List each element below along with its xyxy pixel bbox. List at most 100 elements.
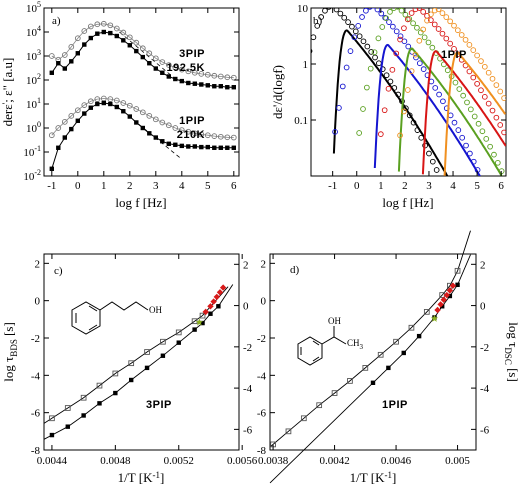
panel-c-frame	[43, 253, 240, 451]
panel-a-point-2-9	[107, 96, 114, 102]
pd-point-1-0	[370, 380, 376, 385]
pc-ytick-label-4: 0	[35, 296, 41, 308]
pc-point-1-6	[144, 365, 150, 371]
panel-b-open-1-23	[420, 66, 427, 72]
panel-b-open-4-15	[455, 27, 461, 34]
panel-b-open-4-12	[443, 14, 450, 20]
panel-b-open-0-24	[383, 72, 390, 79]
panel-b-open-1-3	[343, 64, 350, 71]
pd-rtick-label-3: 0	[480, 301, 486, 313]
panel-a-point-3-27	[225, 145, 230, 150]
panel-b-open-3-32	[501, 129, 506, 136]
panel-b-open-2-9	[390, 8, 397, 11]
panel-a-point-2-11	[120, 100, 127, 106]
panel-b-open-1-6	[355, 23, 362, 29]
panel-b-open-3-8	[408, 10, 415, 16]
pc-point-1-9	[192, 327, 197, 332]
pc-ytick-label-2: -4	[31, 370, 41, 382]
panel-a-point-1-12	[127, 43, 132, 48]
panel-b-open-3-0	[377, 131, 384, 138]
panel-b-open-2-36	[494, 159, 501, 166]
panel-a-xtick-label-6: 5	[205, 180, 211, 192]
panel-b-open-1-32	[455, 127, 462, 133]
panel-b-open-1-27	[436, 91, 442, 98]
pc-rtick-label-0: -6	[243, 424, 253, 436]
pd-rtick-label-1: -4	[480, 383, 490, 395]
panel-c-ticks: 0.0044 0.0048 0.0052 0.0056 -8 -6 -4 -2 0 2 -6 -4 -2…	[31, 254, 258, 467]
pd-fit-curve-1	[269, 254, 471, 484]
panel-a-point-3-3	[69, 126, 74, 132]
panel-b-open-2-6	[379, 24, 386, 30]
panel-b-open-4-1	[401, 108, 407, 115]
panel-b-open-0-16	[352, 28, 359, 35]
panel-b-open-0-37	[433, 167, 440, 173]
pd-rtick-label-0: -6	[480, 424, 490, 436]
panel-a-point-0-8	[100, 20, 107, 27]
panel-b-open-0-7	[318, 14, 324, 20]
pc-point-0-7	[160, 338, 166, 345]
panel-b-open-3-1	[381, 107, 388, 114]
panel-b-open-3-16	[439, 30, 446, 37]
pc-xtick-label-3: 0.0056	[227, 455, 258, 467]
panel-b-open-3-30	[493, 114, 500, 121]
panel-b-open-1-14	[386, 19, 392, 25]
panel-a-ytick-label-1: 10-1	[23, 144, 41, 159]
panel-a-frame	[43, 7, 240, 177]
panel-a-point-0-26	[217, 73, 224, 80]
pd-point-1-5	[439, 304, 445, 309]
panel-a-annotation-1pip-temp: 210K	[177, 129, 205, 141]
panel-a-point-3-9	[108, 101, 113, 107]
panel-a-ytick-label-3: 101	[26, 96, 41, 111]
panel-a-point-3-4	[75, 118, 80, 123]
panel-a-xtick-label-7: 6	[231, 180, 237, 192]
pc-ytick-label-5: 2	[35, 258, 41, 270]
panel-b-curve-1	[373, 43, 482, 176]
panel-b-open-0-18	[360, 38, 367, 45]
panel-a-point-0-22	[191, 69, 198, 76]
panel-b-open-1-9	[367, 8, 373, 10]
panel-a-point-3-13	[134, 120, 139, 125]
propyl-chain-3pip	[99, 301, 149, 311]
panel-b-open-1-11	[374, 8, 381, 13]
panel-b-open-0-8	[322, 8, 328, 14]
pd-point-1-6	[447, 293, 453, 299]
panel-a-point-3-7	[95, 101, 100, 107]
panel-a-point-0-12	[126, 34, 133, 41]
panel-a-point-1-25	[212, 84, 217, 89]
pd-point-0-3	[316, 402, 323, 409]
panel-b-open-2-35	[491, 151, 497, 158]
panel-b-open-4-19	[470, 47, 477, 53]
panel-a-point-3-24	[205, 144, 210, 150]
panel-b-open-2-31	[475, 120, 482, 127]
panel-a-point-1-6	[88, 35, 93, 41]
panel-b-open-1-5	[351, 34, 358, 41]
panel-b-ytick-label-2: 10	[297, 3, 309, 15]
panel-b-open-4-13	[447, 18, 453, 25]
panel-c-plot	[43, 284, 234, 440]
panel-b-open-3-2	[385, 85, 392, 92]
panel-b-open-4-20	[474, 52, 480, 59]
panel-a-ytick-label-4: 102	[26, 72, 41, 87]
pd-point-2-1	[437, 301, 444, 308]
panel-a-point-2-10	[113, 97, 120, 104]
panel-b-open-4-17	[462, 36, 469, 43]
pc-rtick-label-4: 2	[243, 259, 249, 271]
panel-a-xtick-label-3: 2	[127, 180, 133, 192]
panel-a-xtick-label-1: 0	[75, 180, 81, 192]
panel-b-open-3-29	[489, 107, 496, 114]
pd-point-2-4	[446, 287, 454, 294]
panel-c-xlabel: 1/T [K-1]	[118, 470, 165, 485]
panel-b-open-4-2	[404, 87, 411, 93]
panel-a-point-2-18	[165, 122, 172, 129]
panel-a-point-3-14	[140, 125, 145, 131]
panel-a-point-0-6	[87, 23, 94, 30]
panel-a-point-3-23	[199, 144, 204, 150]
panel-a-point-0-10	[113, 25, 120, 32]
panel-a-point-0-15	[146, 50, 153, 57]
panel-d-right-ylabel: log τDSC [s]	[503, 322, 520, 382]
panel-a-point-2-20	[178, 127, 185, 133]
pc-point-0-8	[175, 329, 182, 336]
pd-ytick-label-2: -4	[257, 370, 267, 382]
panel-a-point-2-19	[172, 125, 179, 131]
panel-a-point-1-13	[134, 48, 139, 54]
